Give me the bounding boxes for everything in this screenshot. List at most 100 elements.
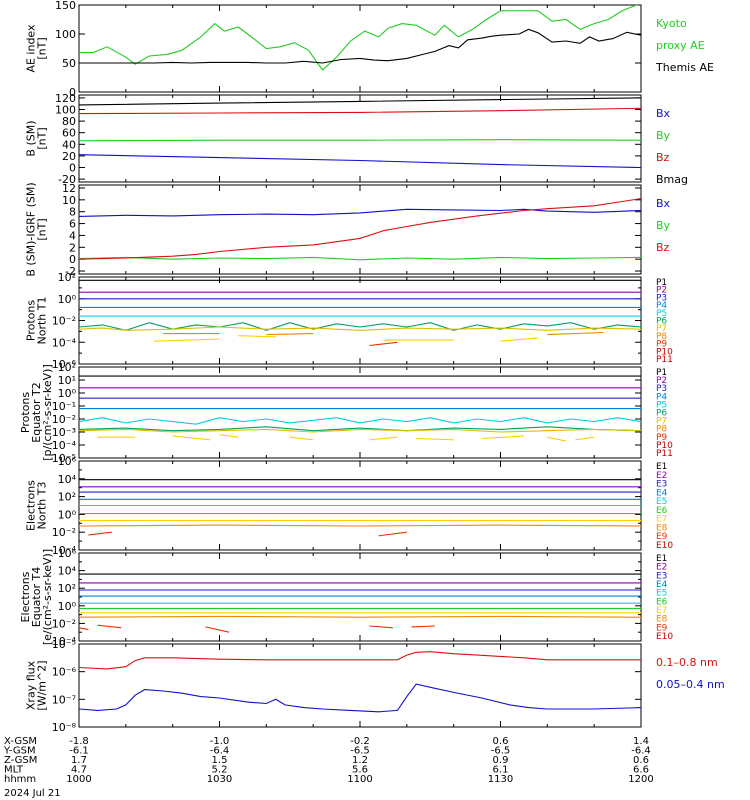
y-axis-label: Electrons: [19, 571, 32, 622]
legend-entry: P2: [656, 286, 667, 296]
y-axis-label: [W/m^2]: [36, 660, 49, 710]
panel-xray: 10⁻⁸ 10⁻⁷ 10⁻⁶ 10⁻⁵ Xray flux[W/m^2] 0.1–0.8 …: [25, 638, 725, 734]
series-line: [79, 627, 89, 631]
series-line: [369, 625, 393, 629]
panel-frame: [78, 184, 642, 275]
date-label: 2024 Jul 21: [4, 788, 61, 799]
ephemeris-value: -6.1: [69, 746, 89, 757]
ephemeris-value: -1.8: [69, 736, 89, 747]
y-axis-label: Protons: [19, 392, 32, 433]
y-tick-label: 10⁶: [58, 547, 77, 560]
y-tick-label: 10⁻⁶: [52, 666, 77, 679]
legend-entry: E6: [656, 506, 668, 516]
series-line: [547, 436, 567, 442]
series-group: [79, 279, 641, 347]
y-tick-label: 10⁻⁴: [52, 336, 77, 349]
ephemeris-label: hhmm: [4, 774, 36, 785]
series-line: [79, 426, 641, 432]
ephemeris-value: 1.4: [633, 736, 649, 747]
ephemeris-value: 1000: [66, 774, 91, 785]
y-axis-label: North T3: [36, 482, 49, 530]
legend-entry: E8: [656, 523, 668, 533]
y-tick-label: 10²: [58, 491, 76, 504]
series-line: [79, 208, 641, 217]
y-tick-label: 0: [69, 162, 76, 175]
y-tick-label: 20: [62, 150, 76, 163]
ephemeris-value: 5.2: [212, 765, 228, 776]
y-tick-label: 10⁰: [58, 508, 77, 521]
legend-entry: E3: [656, 480, 667, 490]
legend-entry: P5: [656, 400, 667, 410]
legend-entry: P1: [656, 278, 667, 288]
legend-entry: P2: [656, 376, 667, 386]
ephemeris-label: X-GSM: [4, 736, 37, 747]
panel-frame: [78, 94, 642, 183]
series-line: [481, 435, 524, 440]
series-line: [219, 434, 239, 438]
y-tick-label: 10⁻²: [52, 315, 76, 328]
legend-entry: E9: [656, 532, 668, 542]
ephemeris-value: 5.6: [352, 765, 368, 776]
y-axis-label: [nT]: [36, 127, 49, 149]
series-line: [289, 436, 314, 441]
ephemeris-block: X-GSM -1.8 -1.0 -0.2 0.6 1.4 Y-GSM -6.1 -6.4 -6.5…: [3, 736, 654, 799]
y-tick-label: 10²: [58, 582, 76, 595]
series-line: [416, 437, 454, 441]
y-axis-label: B (SM)-IGRF (SM): [25, 182, 38, 276]
y-axis-label: [nT]: [36, 37, 49, 59]
series-line: [266, 333, 314, 336]
series-line: [79, 524, 641, 527]
y-tick-label: 6: [69, 218, 76, 231]
series-line: [79, 97, 641, 106]
series-group: [79, 5, 641, 71]
ephemeris-value: -6.5: [350, 746, 370, 757]
series-line: [79, 5, 638, 71]
legend-entry: Kyoto: [656, 17, 687, 30]
legend-entry: P10: [656, 347, 673, 357]
panel-frame: [78, 552, 642, 642]
legend-entry: P4: [656, 301, 667, 311]
series-line: [88, 531, 112, 536]
y-axis-label: Electrons: [25, 480, 38, 531]
ephemeris-value: 0.9: [493, 755, 509, 766]
legend-entry: P11: [656, 449, 673, 459]
legend-entry: E1: [656, 462, 667, 472]
legend-entry: E5: [656, 589, 667, 599]
legend-entry: E3: [656, 571, 667, 581]
legend-entry: E2: [656, 471, 667, 481]
legend-entry: E4: [656, 580, 668, 590]
legend-entry: P9: [656, 433, 667, 443]
y-tick-label: 10: [62, 194, 76, 207]
ephemeris-value: -6.4: [631, 746, 651, 757]
y-tick-label: 10⁰: [58, 600, 77, 613]
ephemeris-value: 1030: [207, 774, 232, 785]
ephemeris-value: -6.4: [210, 746, 230, 757]
y-axis-label: Equator T4: [30, 567, 43, 627]
series-group: [79, 375, 641, 442]
legend-entry: P6: [656, 317, 667, 327]
y-axis-label: [nT]: [36, 218, 49, 240]
legend-entry: P3: [656, 384, 667, 394]
panel-ae: 0 50 100 150 AE index[nT] Kyoto proxy AE Themis…: [25, 0, 714, 99]
legend-entry: 0.1–0.8 nm: [656, 656, 718, 669]
y-tick-label: 80: [62, 115, 76, 128]
series-group: [79, 573, 641, 633]
series-line: [411, 625, 435, 628]
legend-entry: E9: [656, 623, 668, 633]
series-line: [378, 531, 407, 537]
y-axis-label: Equator T2: [30, 382, 43, 442]
series-group: [79, 97, 641, 169]
y-tick-label: 12: [62, 182, 76, 195]
series-group: [79, 479, 641, 537]
series-line: [79, 256, 641, 261]
ephemeris-value: 1.7: [71, 755, 87, 766]
y-tick-label: 10⁰: [58, 387, 77, 400]
series-line: [79, 683, 641, 713]
y-tick-label: 10⁻⁴: [52, 439, 77, 452]
y-tick-label: 2: [69, 241, 76, 254]
series-line: [97, 624, 122, 629]
legend-entry: P8: [656, 332, 667, 342]
series-line: [79, 198, 641, 260]
ephemeris-label: Z-GSM: [4, 755, 37, 766]
